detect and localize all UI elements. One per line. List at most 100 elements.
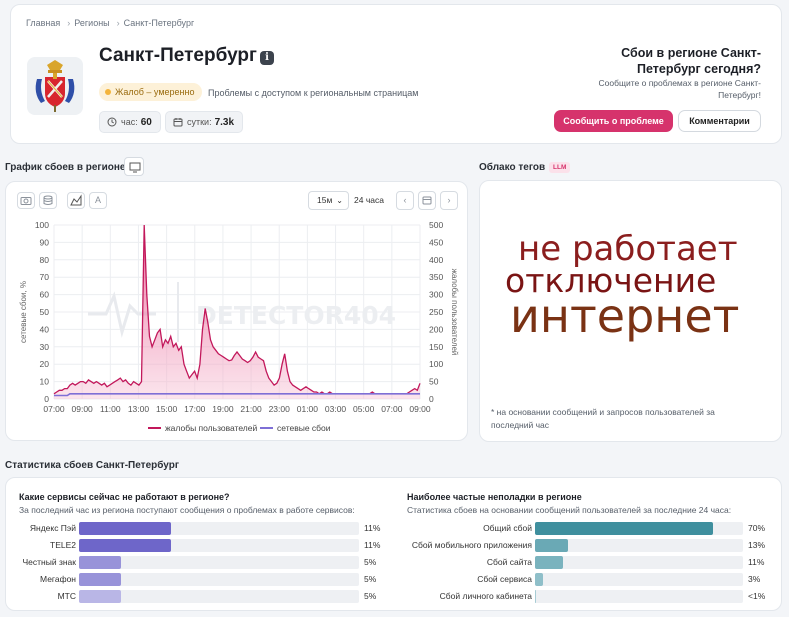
stat-percent: 11% [364,540,381,550]
stat-row[interactable]: Общий сбой 70% [6,522,781,535]
stat-bar-fill [79,573,121,586]
watermark-text: DETECTOR404 [196,301,396,330]
day-label: сутки: [187,117,212,127]
stat-row[interactable]: TELE2 11% [6,539,781,552]
stat-bar-track [535,573,743,586]
y-axis-label-left: сетевые сбои, % [19,281,28,343]
outage-chart-card: A 15м ⌄ 24 часа ‹ › DETECTOR404 0 10 20 30 4… [5,181,468,441]
day-value: 7.3k [214,117,235,128]
tag-word[interactable]: интернет [510,289,740,343]
stat-row[interactable]: Яндекс Пэй 11% [6,522,781,535]
calendar-button[interactable] [418,191,436,210]
report-problem-button[interactable]: Сообщить о проблеме [554,110,673,132]
watermark: DETECTOR404 [88,282,396,342]
text-mode-button[interactable]: A [89,192,107,209]
y-tick-right: 0 [429,394,434,404]
database-button[interactable] [39,192,57,209]
llm-badge: LLM [549,162,571,173]
y-tick-right: 350 [429,272,443,282]
x-tick: 11:00 [100,404,121,414]
stat-bar-fill [79,590,121,603]
x-tick: 13:00 [128,404,150,414]
chart-screen-toggle[interactable] [124,157,144,176]
stat-row[interactable]: Честный знак 5% [6,556,781,569]
stat-percent: 3% [748,574,761,584]
stat-bar-track [79,539,359,552]
page-title: Санкт-Петербург [99,45,257,66]
stat-percent: <1% [748,591,766,601]
stat-bar-track [79,590,359,603]
y-tick-right: 100 [429,359,443,369]
coat-of-arms-icon [35,60,75,112]
region-coat-of-arms [27,57,83,115]
status-badge: Жалоб – умеренно [99,83,203,101]
y-tick-left: 50 [40,307,50,317]
comments-button[interactable]: Комментарии [678,110,761,132]
legend-label: сетевые сбои [277,423,331,433]
y-tick-left: 30 [40,342,50,352]
stat-row[interactable]: Сбой сервиса 3% [6,573,781,586]
day-stat-pill: сутки: 7.3k [165,111,244,133]
stat-label: Честный знак [22,557,77,567]
stat-row[interactable]: Сбой мобильного приложения 13% [6,539,781,552]
tag-word[interactable]: отключение [505,261,717,300]
y-tick-right: 450 [429,237,443,247]
x-tick: 03:00 [325,404,347,414]
stat-bar-track [535,539,743,552]
hour-value: 60 [140,117,152,128]
stat-label: Сбой сервиса [477,574,532,584]
interval-select[interactable]: 15м ⌄ [308,191,349,210]
x-tick: 07:00 [381,404,403,414]
stat-label: Яндекс Пэй [29,523,76,533]
stat-row[interactable]: Сбой сайта 11% [6,556,781,569]
tag-cloud-note: * на основании сообщений и запросов поль… [491,407,715,430]
outage-question-subtitle: Сообщите о проблемах в регионе Санкт-Пет… [598,78,761,100]
x-tick: 15:00 [156,404,178,414]
y-tick-right: 300 [429,290,443,300]
stat-percent: 5% [364,557,377,567]
status-dot-icon [105,89,111,95]
status-description: Проблемы с доступом к региональным стран… [208,88,419,98]
stat-percent: 5% [364,591,377,601]
clock-icon [107,117,117,127]
stat-row[interactable]: Мегафон 5% [6,573,781,586]
y-tick-right: 150 [429,342,443,352]
x-tick: 23:00 [269,404,291,414]
stat-bar-track [535,556,743,569]
stat-row[interactable]: МТС 5% [6,590,781,603]
stat-label: Сбой личного кабинета [439,591,532,601]
y-tick-right: 500 [429,220,443,230]
services-column-title: Какие сервисы сейчас не работают в регио… [19,492,230,502]
prev-period-button[interactable]: ‹ [396,191,414,210]
y-tick-left: 10 [40,377,50,387]
next-period-button[interactable]: › [440,191,458,210]
area-chart-button[interactable] [67,192,85,209]
y-tick-left: 20 [40,359,50,369]
y-tick-left: 60 [40,290,50,300]
stat-percent: 70% [748,523,766,533]
stat-bar-fill [535,556,563,569]
stat-percent: 5% [364,574,377,584]
stat-bar-fill [79,522,171,535]
stat-percent: 13% [748,540,766,550]
stats-section-title: Статистика сбоев Санкт-Петербург [5,460,179,471]
info-icon[interactable]: i [260,51,274,65]
stat-row[interactable]: Сбой личного кабинета <1% [6,590,781,603]
screenshot-button[interactable] [17,192,35,209]
interval-value: 15м [317,195,333,205]
stat-bar-fill [535,573,543,586]
stat-label: МТС [57,591,76,601]
legend-label: жалобы пользователей [165,423,257,433]
breadcrumb-regions[interactable]: Регионы [74,18,110,28]
chart-section-title: График сбоев в регионе [5,162,126,173]
outage-question-title: Сбои в регионе Санкт-Петербург сегодня? [621,46,761,76]
network-outage-line [54,393,420,397]
status-badge-label: Жалоб – умеренно [115,87,195,97]
stat-label: Сбой мобильного приложения [411,540,532,550]
stat-label: Сбой сайта [486,557,532,567]
stat-label: Общий сбой [483,523,532,533]
y-tick-right: 200 [429,324,443,334]
breadcrumb-home[interactable]: Главная [26,18,61,28]
y-tick-right: 50 [429,377,439,387]
tag-word[interactable]: не работает [518,229,738,269]
